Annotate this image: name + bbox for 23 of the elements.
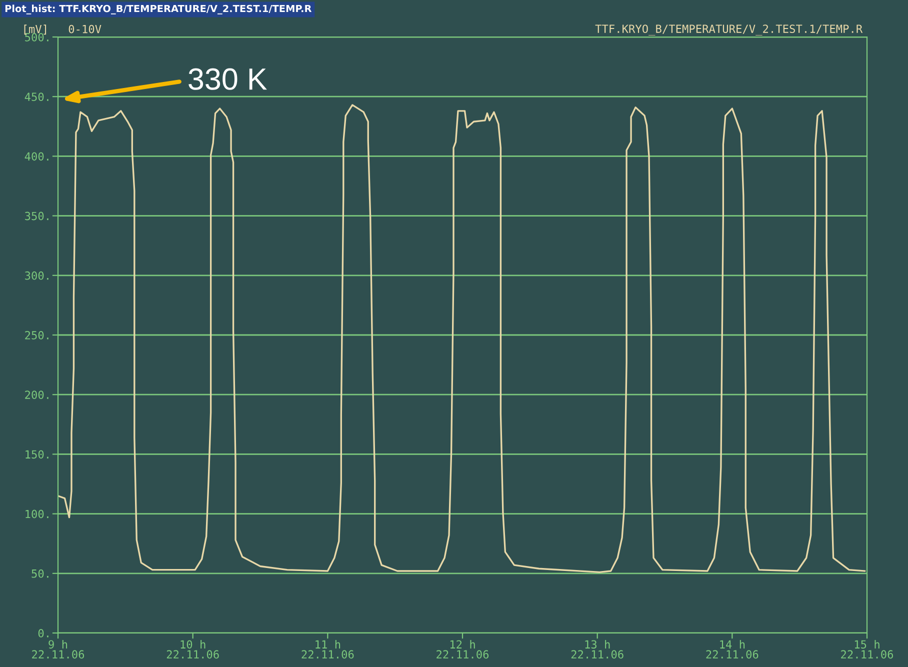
x-tick-label: 12 h 22.11.06: [436, 640, 489, 659]
text: 0-10V: [68, 24, 102, 34]
y-tick-label: 400.: [24, 152, 48, 161]
x-tick-label: 9 h 22.11.06: [32, 640, 84, 659]
y-tick-label: 350.: [25, 212, 48, 220]
y-tick-label: 500.: [25, 33, 48, 42]
y-tick-label: 150.: [26, 450, 48, 459]
y-tick-label: 450.: [24, 92, 48, 102]
annotation: 330 K: [188, 68, 267, 90]
chart-title: Plot_hist: TTF.KRYO_B/TEMPERATURE/V_2.TEST.1/TEMP.R: [5, 4, 312, 14]
y-tick-label: 300.: [25, 271, 48, 280]
x-tick-label: 13 h 22.11.06: [571, 640, 624, 659]
y-axis-title: [mV]: [24, 24, 46, 35]
x-tick-label: 15 h 22.11.06: [841, 640, 894, 659]
y-tick-label: 250.: [25, 331, 48, 340]
x-tick-label: 14 h 22.11.06: [706, 640, 758, 659]
x-tick-label: 11 h 22.11.06: [302, 640, 354, 659]
y-tick-label: 50.: [32, 569, 48, 578]
y-tick-label: 100.: [26, 510, 48, 518]
y-tick-label: 0.: [38, 629, 48, 638]
chart-subtitle: TTF.KRYO_B/TEMPERATURE/V_2.TEST.1/TEMP.R: [595, 24, 863, 36]
x-tick-label: 10 h 22.11.06: [166, 640, 219, 659]
y-tick-label: 200.: [25, 390, 48, 400]
